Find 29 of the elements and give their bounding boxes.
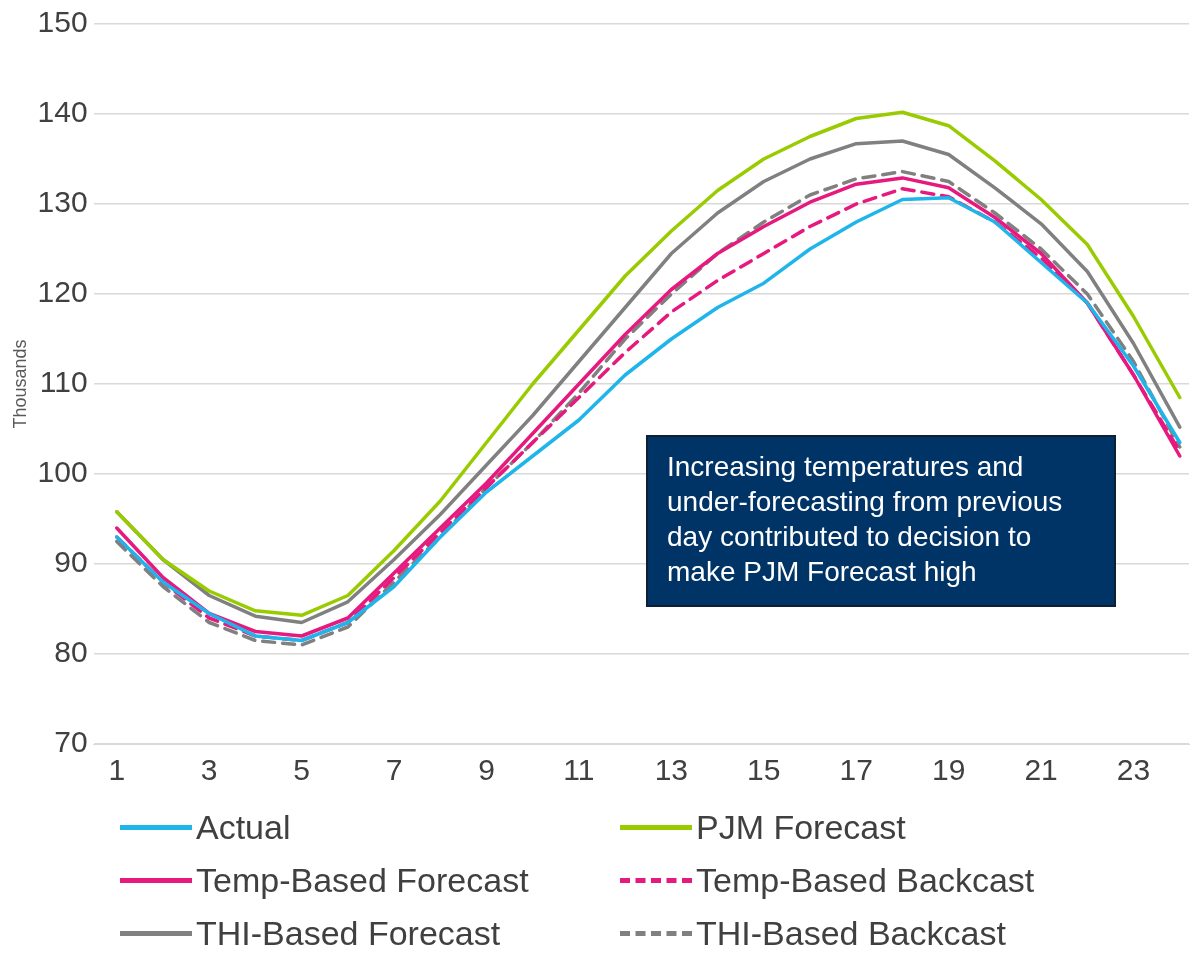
x-tick-label: 13 xyxy=(654,753,689,787)
x-tick-label: 17 xyxy=(839,753,873,787)
y-tick-label: 110 xyxy=(39,365,88,399)
y-tick-label: 100 xyxy=(37,455,88,489)
legend-label: THI-Based Forecast xyxy=(196,914,501,953)
y-tick-label: 80 xyxy=(54,635,88,669)
y-tick-label: 90 xyxy=(54,545,88,579)
legend-label: Temp-Based Forecast xyxy=(196,861,529,900)
y-tick-label: 70 xyxy=(54,725,88,759)
x-tick-label: 5 xyxy=(293,753,310,787)
x-tick-label: 23 xyxy=(1116,753,1151,787)
x-tick-label: 7 xyxy=(385,753,403,787)
y-tick-label: 140 xyxy=(37,95,88,129)
x-tick-label: 21 xyxy=(1024,753,1058,787)
x-tick-label: 15 xyxy=(747,753,781,787)
y-tick-label: 130 xyxy=(37,185,88,219)
x-tick-label: 19 xyxy=(931,753,966,787)
x-tick-label: 11 xyxy=(563,753,595,787)
annotation: Increasing temperatures and under-forecasting from previous day contributed to decision to make PJM Forecast high xyxy=(667,450,1063,587)
legend-label: THI-Based Backcast xyxy=(696,914,1006,953)
x-tick-label: 1 xyxy=(108,753,126,787)
y-tick-label: 120 xyxy=(37,275,88,309)
y-axis-title: Thousands xyxy=(9,339,30,429)
x-tick-label: 9 xyxy=(478,753,495,787)
legend-label: Temp-Based Backcast xyxy=(696,861,1035,900)
y-tick-label: 150 xyxy=(37,5,88,39)
legend-label: Actual xyxy=(196,808,291,847)
x-tick-label: 3 xyxy=(200,753,218,787)
legend-label: PJM Forecast xyxy=(696,808,906,847)
